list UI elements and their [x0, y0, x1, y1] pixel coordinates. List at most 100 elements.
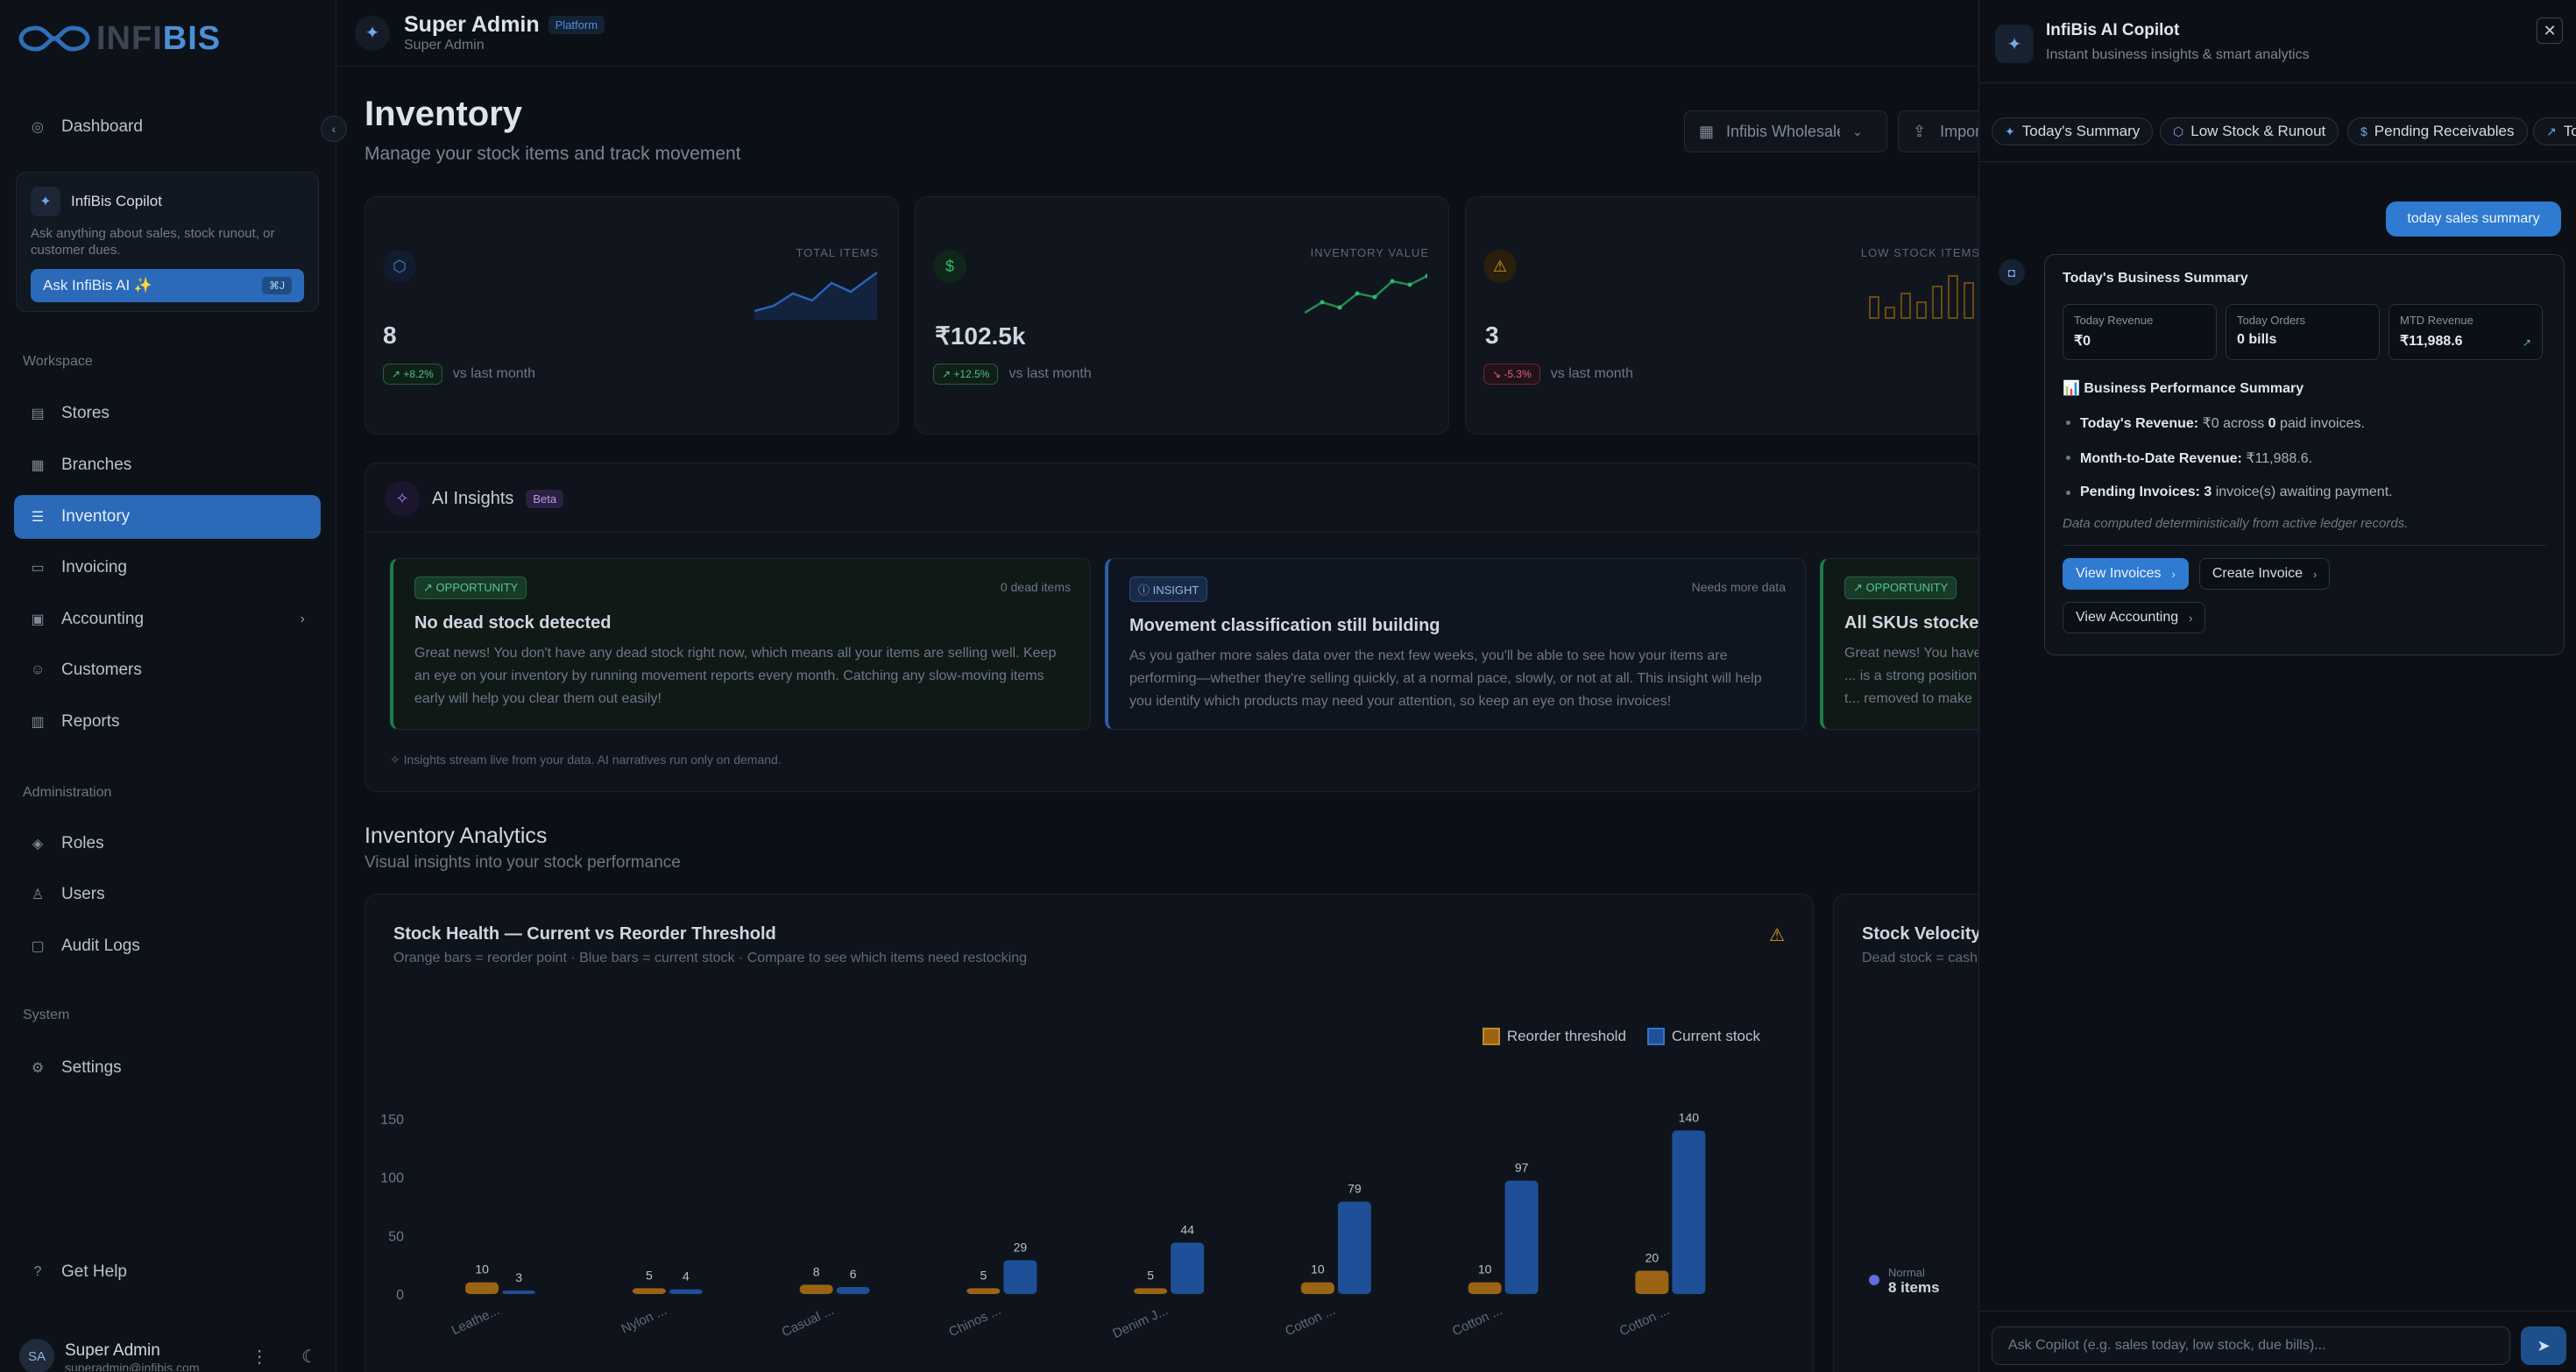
bar-reorder: [799, 1284, 833, 1294]
sidebar-item-settings[interactable]: ⚙ Settings: [14, 1046, 321, 1090]
sidebar-item-label: Invoicing: [61, 558, 127, 576]
sidebar-item-roles[interactable]: ◈ Roles: [14, 822, 321, 866]
legend-item: Current stock: [1646, 1028, 1760, 1045]
shield-icon: ◈: [32, 837, 44, 852]
data-label: 10: [1478, 1262, 1492, 1277]
metric-today-orders: Today Orders 0 bills: [2226, 304, 2380, 360]
store-select-value: Infibis Wholesale: [1726, 122, 1841, 140]
building-icon: ▦: [1699, 122, 1715, 140]
kpi-caption: vs last month: [452, 366, 536, 381]
store-select[interactable]: ▦ Infibis Wholesale ⌄: [1684, 110, 1887, 152]
create-invoice-button[interactable]: Create Invoice ›: [2198, 558, 2331, 590]
chip-pending-receivables[interactable]: $ Pending Receivables: [2347, 117, 2528, 145]
ask-ai-button[interactable]: Ask InfiBis AI ✨ ⌘J: [31, 269, 304, 302]
response-section-title: 📊 Business Performance Summary: [2063, 381, 2304, 396]
copilot-input[interactable]: Ask Copilot (e.g. sales today, low stock…: [1992, 1326, 2510, 1365]
insight-card[interactable]: ↗ OPPORTUNITY 0 dead items No dead stock…: [390, 558, 1091, 730]
velocity-subtitle: Dead stock = cash...: [1862, 951, 1990, 965]
more-vertical-icon[interactable]: ⋮: [251, 1347, 269, 1367]
page-title: Inventory: [364, 95, 523, 133]
y-tick-label: 0: [396, 1288, 404, 1303]
bar-current: [1504, 1180, 1539, 1294]
collapse-sidebar-button[interactable]: ‹: [321, 116, 347, 142]
moon-icon[interactable]: ☾: [301, 1347, 317, 1367]
kpi-delta: ↗ +12.5% vs last month: [933, 364, 1092, 385]
x-tick-label: Denim J...: [1110, 1303, 1170, 1341]
cube-icon: ⬡: [383, 250, 416, 283]
folder-icon: ▢: [31, 939, 45, 954]
top-bar: ✦ Super Admin Platform Super Admin: [337, 0, 1980, 67]
data-label: 29: [1014, 1240, 1028, 1254]
platform-badge: Platform: [548, 16, 605, 34]
chevron-right-icon: ›: [2189, 611, 2193, 625]
delta-badge: ↗ +8.2%: [383, 364, 442, 385]
delta-badge: ↗ +12.5%: [933, 364, 999, 385]
sidebar-item-invoicing[interactable]: ▭ Invoicing: [14, 546, 321, 590]
kpi-caption: vs last month: [1550, 366, 1634, 381]
infinity-logo-icon: [18, 25, 90, 52]
sidebar-item-inventory[interactable]: ☰ Inventory: [14, 495, 321, 539]
beta-badge: Beta: [526, 489, 564, 508]
velocity-title: Stock Velocity: [1862, 924, 1981, 944]
sidebar-item-audit-logs[interactable]: ▢ Audit Logs: [14, 924, 321, 968]
view-accounting-button[interactable]: View Accounting ›: [2063, 602, 2206, 633]
chevron-down-icon: ⌄: [1852, 124, 1863, 138]
sparkline: [1305, 273, 1427, 315]
close-button[interactable]: ✕: [2537, 18, 2563, 44]
warning-icon: ⚠: [1769, 926, 1785, 945]
insight-card[interactable]: ⓘ INSIGHT Needs more data Movement class…: [1105, 558, 1806, 730]
send-button[interactable]: ➤: [2521, 1326, 2566, 1365]
trend-up-icon: ↗: [2522, 336, 2531, 349]
view-invoices-button[interactable]: View Invoices ›: [2063, 558, 2189, 590]
dollar-icon: $: [933, 250, 966, 283]
kpi-card-low-stock: ⚠ LOW STOCK ITEMS 3 ↘ -5.3% vs last mont…: [1465, 196, 1980, 435]
sidebar-item-stores[interactable]: ▤ Stores: [14, 392, 321, 435]
copilot-subtitle: Instant business insights & smart analyt…: [2046, 47, 2310, 62]
send-icon: ➤: [2537, 1336, 2551, 1354]
sidebar-item-label: Users: [61, 885, 105, 903]
store-icon: ▤: [31, 407, 45, 421]
data-label: 10: [1311, 1262, 1325, 1277]
insights-footer: ✧ Insights stream live from your data. A…: [390, 753, 782, 767]
chip-more[interactable]: ↗To: [2533, 117, 2576, 145]
chip-low-stock[interactable]: ⬡ Low Stock & Runout: [2160, 117, 2339, 145]
chip-todays-summary[interactable]: ✦ Today's Summary: [1992, 117, 2154, 145]
trend-up-icon: ↗: [1853, 581, 1863, 594]
sidebar-item-label: Accounting: [61, 610, 145, 628]
insight-tag: ↗ OPPORTUNITY: [414, 576, 527, 599]
copilot-panel: ✦ InfiBis AI Copilot Instant business in…: [1978, 0, 2576, 1372]
bar-reorder: [966, 1288, 1001, 1294]
assistant-response-card: Today's Business Summary Today Revenue ₹…: [2044, 254, 2565, 655]
nav-section-administration: Administration: [23, 785, 112, 800]
bar-reorder: [465, 1282, 499, 1294]
get-help-link[interactable]: ? Get Help: [14, 1250, 321, 1294]
kpi-value: 3: [1485, 322, 1499, 349]
response-bullet: Month-to-Date Revenue: ₹11,988.6.: [2063, 449, 2546, 467]
x-tick-label: Nylon ...: [619, 1303, 669, 1337]
metric-value: ₹0: [2074, 334, 2091, 349]
response-bullet: Today's Revenue: ₹0 across 0 paid invoic…: [2063, 414, 2546, 432]
insight-body: Great news! You don't have any dead stoc…: [414, 646, 1057, 706]
header-subtitle: Super Admin: [404, 38, 485, 53]
sidebar-item-branches[interactable]: ▦ Branches: [14, 443, 321, 487]
close-icon: ✕: [2543, 21, 2557, 39]
x-tick-label: Cotton ...: [1617, 1303, 1672, 1339]
bar-current: [669, 1289, 703, 1294]
user-profile[interactable]: SA Super Admin superadmin@infibis.com ⋮ …: [19, 1339, 317, 1372]
bot-icon: ◘: [1999, 259, 2025, 286]
metric-label: Today Orders: [2237, 314, 2306, 327]
sidebar-item-users[interactable]: ♙ Users: [14, 873, 321, 916]
insight-meta: Needs more data: [1691, 580, 1786, 594]
sidebar-item-dashboard[interactable]: ◎ Dashboard: [14, 105, 321, 149]
sparkle-icon: ✦: [1995, 25, 2034, 63]
sidebar-item-customers[interactable]: ☺ Customers: [14, 648, 321, 692]
insight-card[interactable]: ↗ OPPORTUNITY All SKUs stocked Great new…: [1820, 558, 1981, 730]
sidebar-item-accounting[interactable]: ▣ Accounting ›: [14, 598, 321, 641]
sidebar-item-reports[interactable]: ▥ Reports: [14, 700, 321, 744]
chevron-right-icon: ›: [2171, 567, 2176, 581]
brand-logo[interactable]: INFIBIS: [18, 20, 221, 57]
user-icon: ♙: [31, 888, 45, 902]
stock-health-chart-card: Stock Health — Current vs Reorder Thresh…: [364, 894, 1814, 1372]
sparkle-icon: ✧: [385, 481, 420, 516]
sidebar-item-label: Branches: [61, 456, 132, 474]
